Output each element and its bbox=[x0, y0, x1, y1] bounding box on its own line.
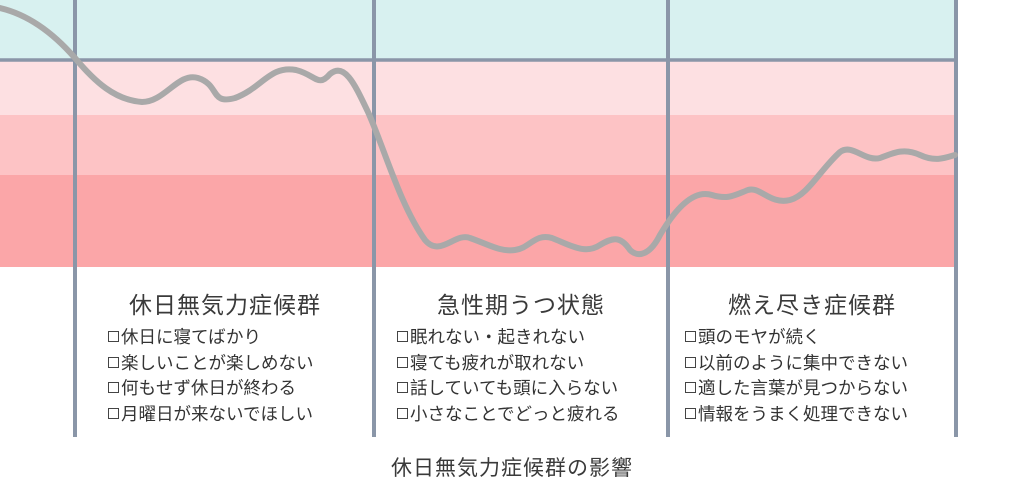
list-item-text: 以前のように集中できない bbox=[698, 353, 908, 374]
list-item-text: 話していても頭に入らない bbox=[410, 379, 619, 399]
phase-list-2: 眠れない・起きれない 寝ても疲れが取れない 話していても頭に入らない 小さなこと… bbox=[397, 326, 619, 428]
list-item-text: 休日に寝てばかり bbox=[121, 328, 261, 348]
phase-list-1: 休日に寝てばかり 楽しいことが楽しめない 何もせず休日が終わる 月曜日が来ないで… bbox=[108, 326, 314, 428]
list-item: 何もせず休日が終わる bbox=[108, 377, 314, 403]
checkbox-icon bbox=[685, 382, 696, 393]
list-item: 月曜日が来ないでほしい bbox=[108, 403, 314, 429]
checkbox-icon bbox=[397, 407, 408, 419]
checkbox-icon bbox=[397, 382, 408, 393]
band-mid-pink bbox=[0, 115, 957, 175]
condition-curve bbox=[0, 5, 958, 258]
list-item-text: 何もせず休日が終わる bbox=[121, 379, 296, 399]
checkbox-icon bbox=[397, 331, 408, 342]
list-item-text: 情報をうまく処理できない bbox=[698, 404, 908, 425]
list-item-text: 適した言葉が見つからない bbox=[698, 379, 908, 399]
list-item-text: 月曜日が来ないでほしい bbox=[121, 404, 313, 425]
list-item: 情報をうまく処理できない bbox=[685, 403, 908, 429]
band-deep-pink bbox=[0, 175, 957, 267]
phase-title-1: 休日無気力症候群 bbox=[129, 293, 321, 319]
list-item-text: 寝ても疲れが取れない bbox=[410, 353, 585, 374]
checkbox-icon bbox=[685, 331, 696, 342]
checkbox-icon bbox=[108, 382, 119, 393]
phase-title-2: 急性期うつ状態 bbox=[437, 293, 605, 319]
list-item-text: 小さなことでどっと疲れる bbox=[410, 404, 620, 425]
list-item: 眠れない・起きれない bbox=[397, 326, 619, 352]
list-item-text: 楽しいことが楽しめない bbox=[121, 353, 314, 374]
list-item: 休日に寝てばかり bbox=[108, 326, 314, 352]
list-item: 頭のモヤが続く bbox=[685, 326, 908, 352]
band-normal bbox=[0, 0, 957, 60]
list-item: 話していても頭に入らない bbox=[397, 377, 619, 403]
checkbox-icon bbox=[397, 356, 408, 368]
checkbox-icon bbox=[108, 331, 119, 342]
list-item: 楽しいことが楽しめない bbox=[108, 352, 314, 378]
checkbox-icon bbox=[685, 407, 696, 419]
checkbox-icon bbox=[108, 407, 119, 419]
list-item: 適した言葉が見つからない bbox=[685, 377, 908, 403]
phase-title-3: 燃え尽き症候群 bbox=[728, 293, 896, 319]
checkbox-icon bbox=[108, 356, 119, 368]
list-item: 寝ても疲れが取れない bbox=[397, 352, 619, 378]
list-item: 以前のように集中できない bbox=[685, 352, 908, 378]
list-item: 小さなことでどっと疲れる bbox=[397, 403, 619, 429]
list-item-text: 眠れない・起きれない bbox=[410, 328, 585, 348]
band-light-pink bbox=[0, 60, 957, 115]
diagram-caption: 休日無気力症候群の影響 bbox=[391, 456, 633, 480]
checkbox-icon bbox=[685, 356, 696, 368]
list-item-text: 頭のモヤが続く bbox=[698, 328, 821, 348]
phase-list-3: 頭のモヤが続く 以前のように集中できない 適した言葉が見つからない 情報をうまく… bbox=[685, 326, 908, 428]
